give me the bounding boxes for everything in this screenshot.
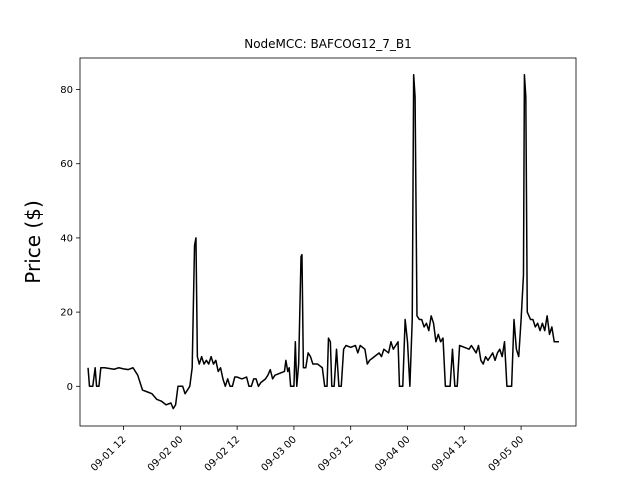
chart-title: NodeMCC: BAFCOG12_7_B1: [244, 37, 412, 51]
y-tick-label: 0: [67, 382, 73, 393]
y-tick-label: 60: [60, 159, 73, 170]
plot-frame: [79, 57, 577, 427]
y-tick-label: 40: [60, 233, 73, 244]
y-tick-label: 20: [60, 308, 73, 319]
series-line: [87, 73, 559, 410]
y-axis-label: Price ($): [21, 200, 45, 283]
y-tick-label: 80: [60, 85, 73, 96]
y-axis-ticks: 0 20 40 60 80: [60, 85, 80, 393]
